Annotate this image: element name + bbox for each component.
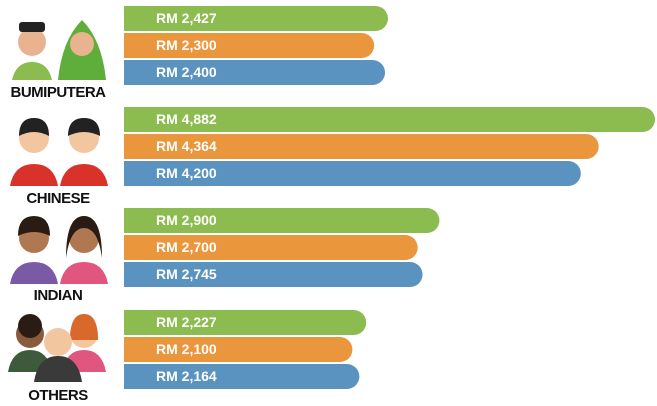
bar: [124, 234, 418, 260]
category-label: BUMIPUTERA: [11, 84, 107, 101]
category-label: OTHERS: [28, 387, 88, 404]
value-label: RM 2,227: [156, 314, 217, 330]
value-label: RM 2,400: [156, 64, 217, 80]
bar: [124, 337, 353, 362]
bar: [124, 6, 388, 31]
value-label: RM 2,100: [156, 341, 217, 357]
value-label: RM 2,164: [156, 368, 217, 384]
category-label: INDIAN: [34, 287, 83, 304]
bar: [124, 364, 360, 389]
value-label: RM 2,700: [156, 239, 217, 255]
bar: [124, 161, 581, 186]
bar: [124, 310, 367, 335]
bar: [124, 134, 599, 159]
bar: [124, 33, 375, 58]
bar: [124, 106, 655, 132]
value-label: RM 4,882: [156, 111, 217, 127]
value-label: RM 2,427: [156, 10, 217, 26]
icon-bumiputera: [12, 20, 106, 80]
icon-indian: [10, 216, 108, 284]
value-label: RM 4,200: [156, 165, 217, 181]
bar: [124, 60, 386, 85]
icon-others: [8, 314, 106, 382]
value-label: RM 2,900: [156, 212, 217, 228]
bar: [124, 208, 440, 233]
category-label: CHINESE: [26, 190, 90, 207]
value-label: RM 4,364: [156, 138, 217, 154]
value-label: RM 2,745: [156, 266, 217, 282]
icon-chinese: [10, 118, 108, 186]
value-label: RM 2,300: [156, 37, 217, 53]
bar: [124, 262, 423, 287]
